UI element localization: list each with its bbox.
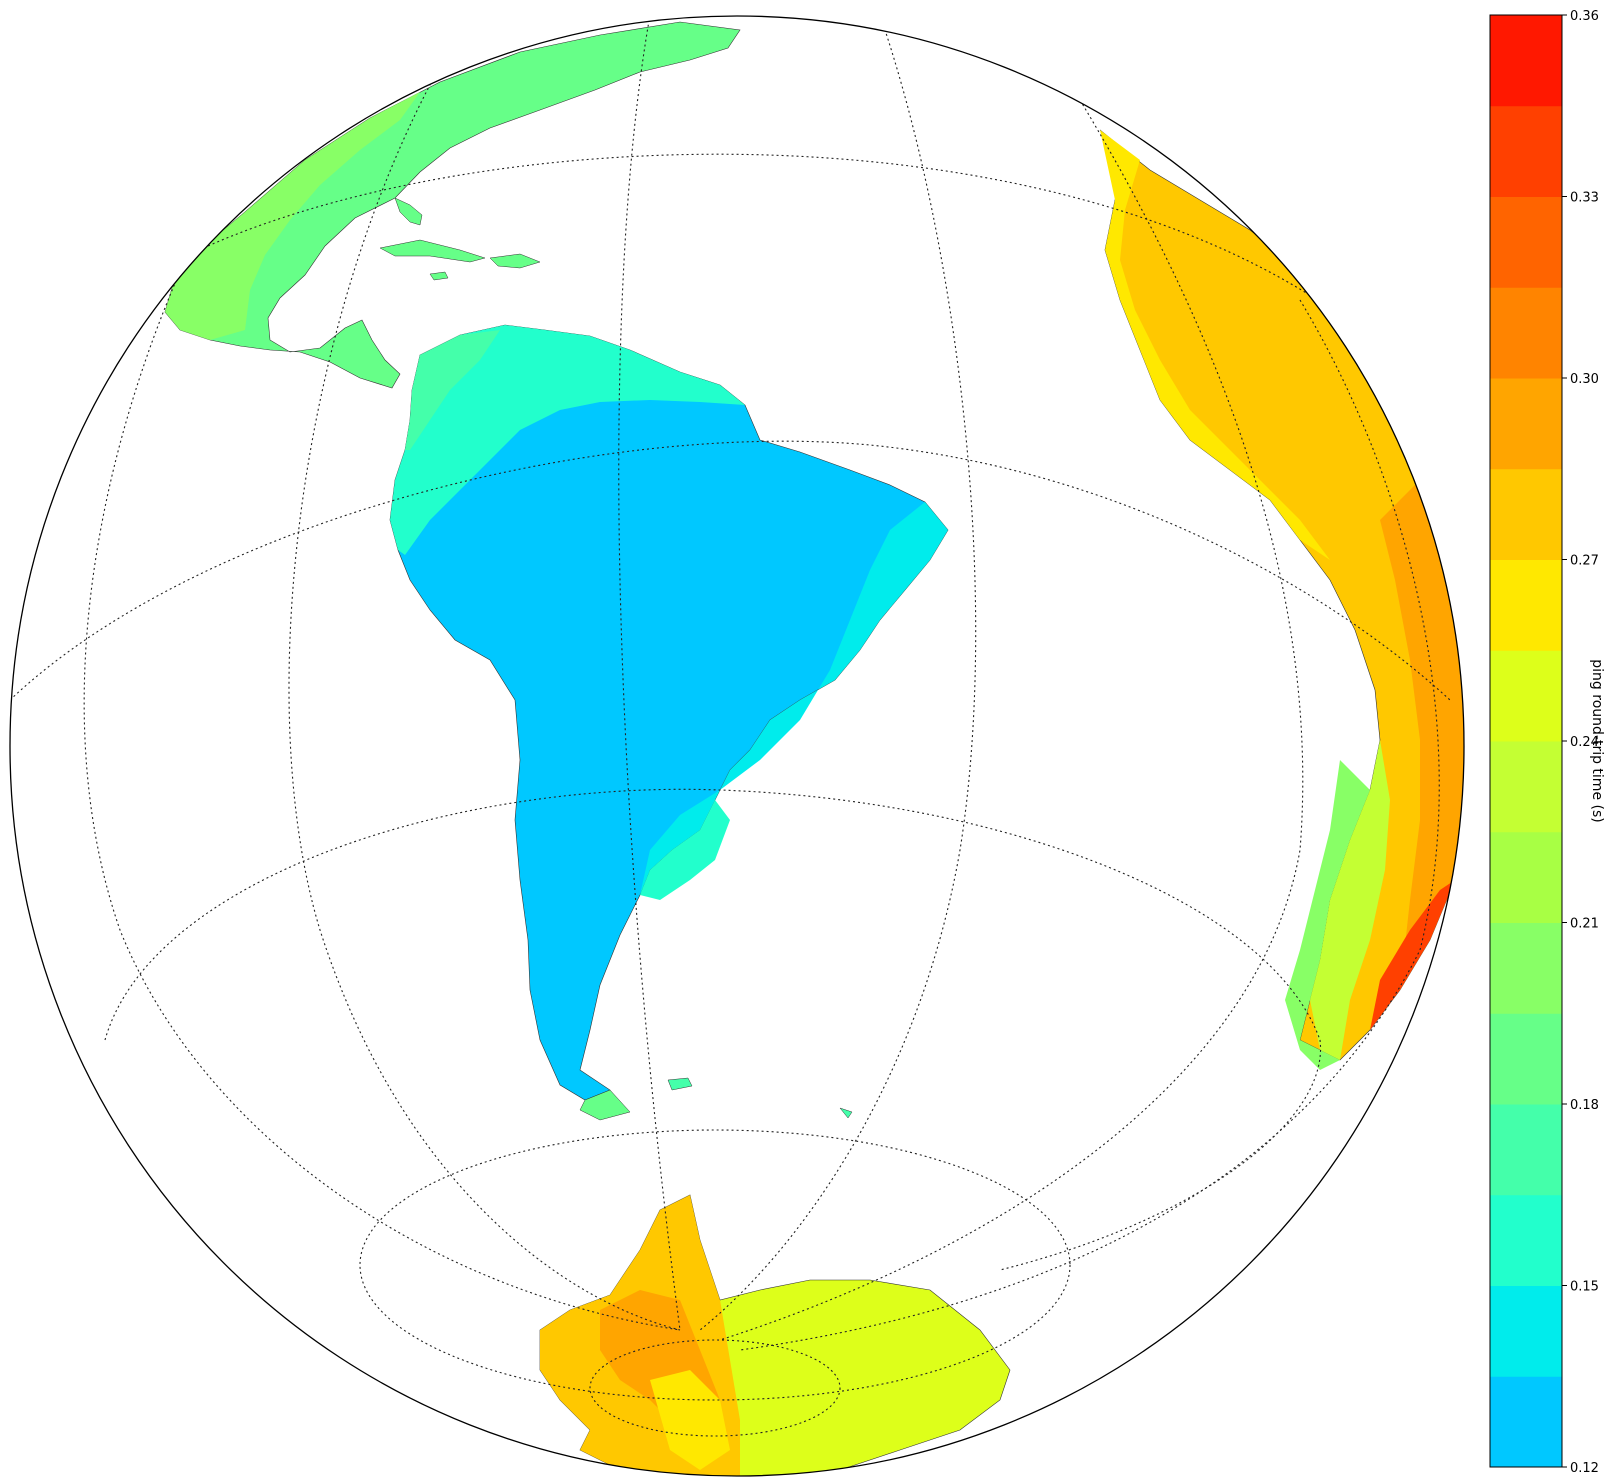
colorbar-level-swatch: [1490, 196, 1562, 288]
colorbar-level-swatch: [1490, 378, 1562, 470]
jamaica-island: [429, 271, 449, 281]
falkland-islands: [667, 1077, 693, 1091]
graticule: [10, 16, 1451, 1437]
north-america-west-band: [165, 92, 420, 340]
meridian-line: [83, 149, 681, 1331]
colorbar-tick-label: 0.36: [1570, 9, 1599, 24]
brazil-east-coast-band: [640, 502, 948, 895]
colorbar-tick-label: 0.27: [1570, 554, 1599, 569]
colorbar-level-swatch: [1490, 831, 1562, 923]
cuba-island: [379, 239, 486, 263]
colorbar: 0.12 0.15 0.18 0.21 0.24 0.27 0.30 0.33 0.36 pin…: [1489, 9, 1605, 1476]
parallel-line: [359, 1129, 1071, 1401]
colorbar-level-swatch: [1490, 105, 1562, 197]
colorbar-tick-label: 0.24: [1570, 735, 1599, 750]
colorbar-level-swatch: [1490, 559, 1562, 651]
colorbar-tick-label: 0.18: [1570, 1098, 1599, 1113]
colorbar-tick-label: 0.15: [1570, 1280, 1599, 1295]
colorbar-tick-label: 0.30: [1570, 372, 1599, 387]
south-america-north-band: [390, 325, 745, 555]
africa-south-band: [1310, 740, 1390, 1060]
colorbar-swatches: [1490, 15, 1562, 1468]
colorbar-tick-label: 0.12: [1570, 1461, 1599, 1476]
colorbar-level-swatch: [1490, 1285, 1562, 1377]
colorbar-level-swatch: [1490, 650, 1562, 742]
colorbar-tick-label: 0.33: [1570, 191, 1599, 206]
parallel-line: [10, 440, 1451, 701]
colorbar-ticks: 0.12 0.15 0.18 0.21 0.24 0.27 0.30 0.33 0.36: [1562, 9, 1599, 1476]
colorbar-level-swatch: [1490, 468, 1562, 560]
globe: [9, 15, 1465, 1477]
uruguay-coast-band: [640, 800, 730, 900]
south-georgia-island: [839, 1107, 853, 1119]
colorbar-level-swatch: [1490, 1376, 1562, 1468]
africa-east-edge-red: [1370, 880, 1455, 1030]
colorbar-label: ping round-trip time (s): [1589, 659, 1605, 822]
colorbar-level-swatch: [1490, 741, 1562, 833]
colorbar-tick-label: 0.21: [1570, 917, 1599, 932]
south-america-northwest-band: [405, 330, 500, 450]
antarctica-center-band: [650, 1370, 730, 1470]
florida-peninsula: [394, 197, 423, 226]
parallel-line: [589, 1339, 841, 1437]
tierra-del-fuego: [579, 1089, 631, 1121]
africa-west-coast-band: [1100, 130, 1330, 560]
hispaniola-island: [489, 253, 541, 269]
colorbar-level-swatch: [1490, 922, 1562, 1014]
globe-outline: [9, 15, 1465, 1477]
africa-east-edge-band: [1380, 480, 1464, 990]
parallel-line: [149, 153, 1361, 331]
colorbar-level-swatch: [1490, 287, 1562, 379]
meridian-line: [719, 99, 1304, 1341]
colorbar-level-swatch: [1490, 1194, 1562, 1286]
land-masses: [164, 21, 1464, 1476]
colorbar-level-swatch: [1490, 15, 1562, 107]
colorbar-level-swatch: [1490, 1104, 1562, 1196]
colorbar-level-swatch: [1490, 1013, 1562, 1105]
parallel-line: [104, 788, 1322, 1271]
